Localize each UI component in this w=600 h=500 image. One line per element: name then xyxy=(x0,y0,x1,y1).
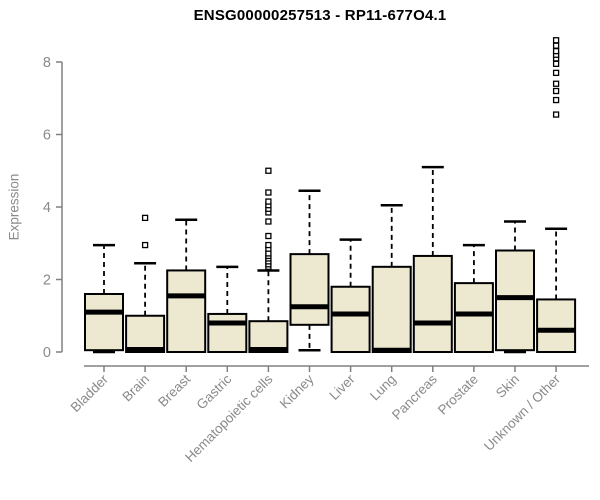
x-axis-category-label: Kidney xyxy=(277,371,317,411)
y-axis-tick-label: 0 xyxy=(43,345,51,361)
outlier-point xyxy=(265,198,272,205)
iqr-box xyxy=(536,298,577,353)
x-axis-category-label: Breast xyxy=(155,371,193,409)
x-axis-category-label: Skin xyxy=(493,372,522,401)
outlier-point xyxy=(552,47,560,55)
box-group: Kidney xyxy=(277,189,330,411)
x-axis-category-label: Bladder xyxy=(68,371,112,415)
box-group: Bladder xyxy=(68,243,124,415)
outlier-point xyxy=(265,189,272,196)
iqr-box xyxy=(371,265,412,353)
box-group: Brain xyxy=(119,214,166,405)
iqr-box xyxy=(166,269,207,353)
outlier-point xyxy=(552,80,560,87)
iqr-box xyxy=(125,314,166,353)
outlier-point xyxy=(265,167,272,174)
outlier-point xyxy=(552,69,560,77)
outlier-point xyxy=(552,111,560,118)
box-group: Skin xyxy=(493,220,535,401)
x-axis-category-label: Unknown / Other xyxy=(481,371,564,454)
box-group: Breast xyxy=(155,218,207,410)
outlier-point xyxy=(265,241,272,249)
iqr-box xyxy=(412,254,453,353)
x-axis-category-label: Lung xyxy=(367,372,399,404)
outlier-point xyxy=(552,60,560,67)
iqr-box xyxy=(84,293,124,352)
outlier-point xyxy=(552,96,560,104)
outlier-point xyxy=(141,214,149,222)
outlier-point xyxy=(141,241,149,249)
iqr-box xyxy=(289,253,330,326)
chart-title: ENSG00000257513 - RP11-677O4.1 xyxy=(193,7,447,24)
iqr-box xyxy=(495,249,535,352)
y-axis-tick-label: 6 xyxy=(43,128,51,144)
iqr-box xyxy=(453,282,494,353)
iqr-box xyxy=(207,312,248,353)
box-group: Lung xyxy=(367,203,412,404)
outlier-point xyxy=(265,218,272,225)
outlier-point xyxy=(552,42,560,49)
outlier-point xyxy=(265,232,272,240)
y-axis-tick-label: 8 xyxy=(43,55,51,71)
y-axis-tick-label: 4 xyxy=(43,200,51,216)
iqr-box xyxy=(248,320,289,353)
box-group: Liver xyxy=(326,238,371,403)
x-axis-category-label: Liver xyxy=(326,371,358,403)
y-axis-tick-label: 2 xyxy=(43,273,51,289)
iqr-box xyxy=(330,285,371,353)
x-axis-category-label: Prostate xyxy=(435,372,481,418)
outlier-point xyxy=(552,37,560,44)
x-axis-category-label: Gastric xyxy=(194,371,235,412)
x-axis-category-label: Pancreas xyxy=(389,371,440,422)
outlier-point xyxy=(552,87,560,95)
x-axis-category-label: Brain xyxy=(119,372,152,405)
